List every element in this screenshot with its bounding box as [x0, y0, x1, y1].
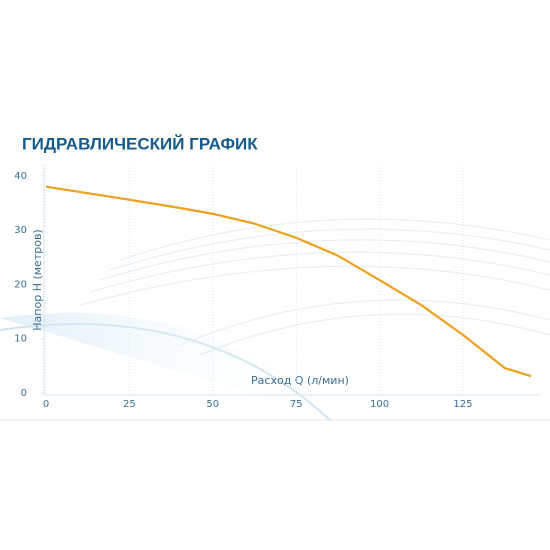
x-tick-label: 100 [370, 399, 389, 410]
curve [45, 185, 532, 378]
x-tick-label: 75 [290, 399, 303, 410]
y-tick-label: 30 [14, 225, 27, 236]
y-axis-title: Напор H (метров) [31, 229, 44, 330]
x-tick-label: 25 [123, 399, 136, 410]
y-tick-label: 40 [14, 171, 27, 182]
y-tick-label: 0 [21, 388, 27, 399]
background-swooshes [0, 218, 550, 421]
chart-title: ГИДРАВЛИЧЕСКИЙ ГРАФИК [22, 134, 258, 153]
x-tick-label: 50 [206, 399, 219, 410]
y-tick-label: 20 [14, 279, 27, 290]
y-tick-label: 10 [14, 334, 27, 345]
x-axis-title: Расход Q (л/мин) [251, 374, 349, 387]
x-tick-label: 0 [43, 399, 49, 410]
x-tick-label: 125 [453, 399, 472, 410]
